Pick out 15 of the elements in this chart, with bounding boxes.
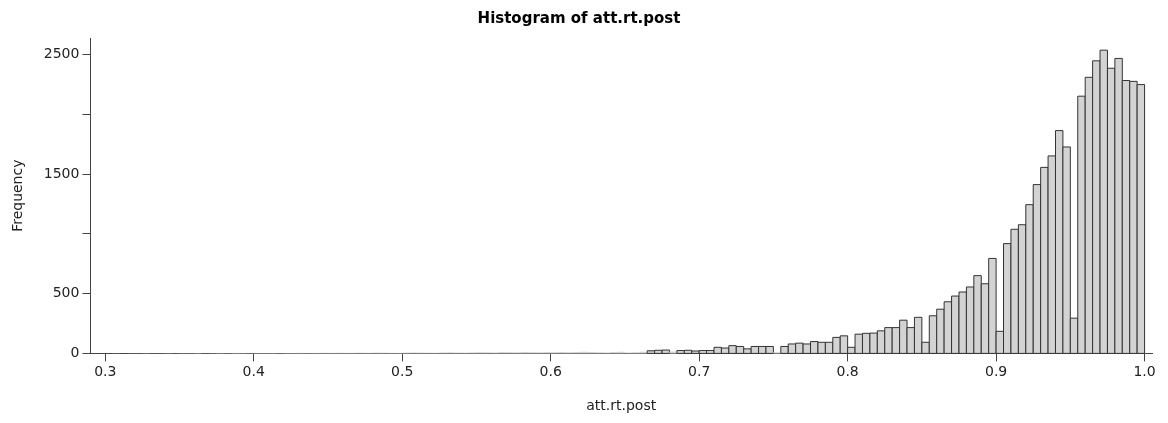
x-tick-label: 0.4 [242,363,265,380]
y-tick-label: 500 [52,284,80,301]
x-axis-title: att.rt.post [586,397,657,414]
x-tick-label: 0.7 [688,363,711,380]
y-tick-label: 1500 [43,164,80,181]
y-axis-title: Frequency [9,159,26,232]
y-tick-label: 0 [70,344,80,361]
x-tick-label: 1.0 [1133,363,1156,380]
y-tick-label: 2500 [43,45,80,62]
x-tick-label: 0.8 [836,363,859,380]
x-tick-label: 0.9 [984,363,1008,380]
chart-title: Histogram of att.rt.post [477,8,681,27]
x-tick-label: 0.6 [539,363,562,380]
x-tick-label: 0.3 [94,363,117,380]
x-tick-label: 0.5 [391,363,414,380]
